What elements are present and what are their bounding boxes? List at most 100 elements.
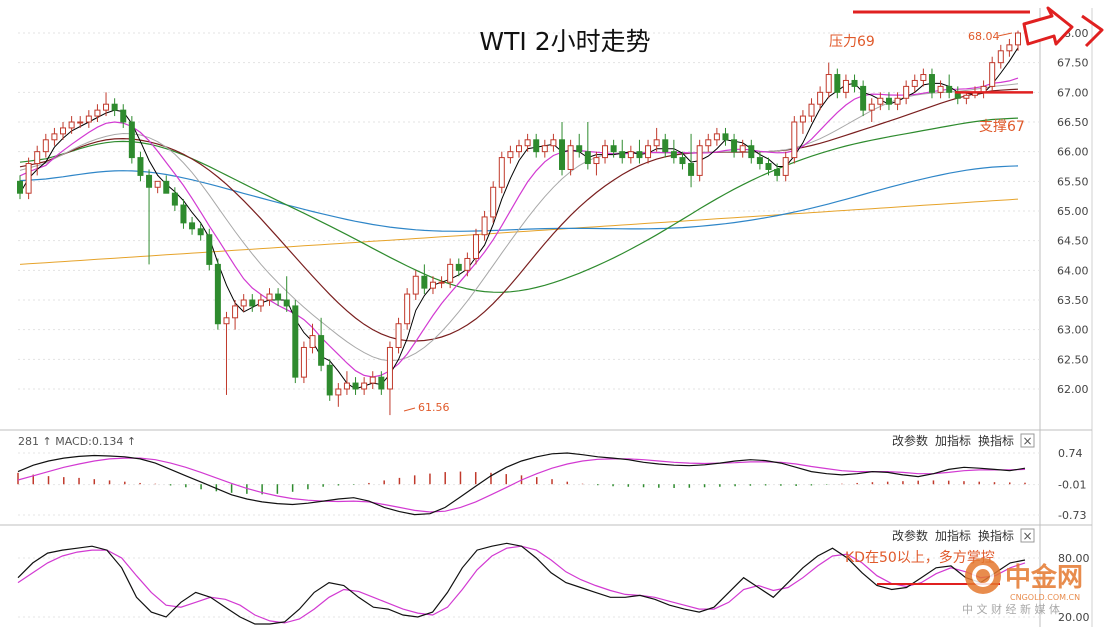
candle-body	[679, 157, 686, 165]
candle-body	[782, 157, 789, 176]
macd-close-button[interactable]: ×	[1020, 433, 1035, 448]
price-tick-label: 65.00	[1057, 205, 1089, 218]
trend-arrow-icon	[1022, 6, 1074, 46]
candle-body	[438, 281, 445, 284]
kd-params-button[interactable]: 改参数	[892, 528, 928, 543]
candle-body	[498, 157, 505, 188]
candle-body	[275, 293, 282, 301]
candle-body	[369, 376, 376, 384]
watermark: 中金网 CNGOLD.COM.CN 中 文 财 经 新 媒 体	[962, 558, 1083, 616]
ma30-line	[19, 88, 1019, 342]
candle-body	[1006, 44, 1013, 52]
candle-body	[997, 50, 1004, 64]
kd-close-button[interactable]: ×	[1020, 528, 1035, 543]
macd-panel: 281 ↑ MACD:0.134 ↑ 0.74 -0.01 -0.73 改参数 加指…	[0, 429, 1092, 525]
candle-body	[731, 139, 738, 153]
candle-body	[507, 151, 514, 159]
main-panel: 68.0067.5067.0066.5066.0065.5065.0064.50…	[17, 6, 1104, 627]
candle-body	[447, 263, 454, 283]
kd-k-line	[17, 542, 1026, 625]
candle-body	[851, 79, 858, 87]
candle-body	[937, 85, 944, 93]
price-tick-label: 67.00	[1057, 86, 1089, 99]
candle-body	[17, 180, 23, 194]
candle-body	[868, 103, 875, 111]
candle-body	[989, 62, 996, 87]
candle-body	[352, 382, 359, 390]
candle-body	[361, 382, 368, 390]
candle-body	[817, 91, 824, 105]
candle-body	[636, 151, 643, 159]
price-tick-label: 67.50	[1057, 57, 1089, 70]
candle-body	[214, 263, 221, 325]
kd-switch-indicator-button[interactable]: 换指标	[978, 528, 1014, 543]
macd-switch-indicator-button[interactable]: 换指标	[978, 433, 1014, 448]
price-tick-label: 63.50	[1057, 294, 1089, 307]
support-label: 支撑67	[979, 119, 1025, 135]
candle-body	[705, 139, 712, 147]
candle-body	[103, 103, 110, 111]
candle-body	[206, 234, 213, 265]
candle-body	[421, 275, 428, 289]
macd-dea-line	[17, 457, 1026, 513]
macd-histogram	[17, 471, 1026, 495]
kd-lines	[17, 542, 1026, 625]
macd-axis: 0.74 -0.01 -0.73	[1058, 447, 1086, 522]
macd-tick-label: -0.73	[1058, 509, 1086, 522]
candle-body	[1015, 32, 1021, 46]
candle-body	[756, 157, 763, 165]
candle-body	[455, 263, 462, 271]
kd-add-indicator-button[interactable]: 加指标	[935, 528, 971, 543]
ma20-line	[19, 83, 1019, 362]
candle-body	[77, 121, 84, 124]
price-grid	[18, 32, 1040, 390]
candle-body	[885, 97, 892, 105]
ma5-line	[19, 47, 1019, 390]
candle-body	[120, 109, 127, 123]
candle-body	[94, 109, 101, 117]
candle-body	[860, 85, 867, 111]
watermark-logo-icon	[965, 558, 1001, 594]
candle-body	[197, 228, 204, 236]
candle-body	[335, 388, 342, 396]
low-price-pointer	[403, 407, 416, 412]
candle-body	[171, 192, 178, 206]
macd-header: 281 ↑ MACD:0.134 ↑	[18, 435, 136, 448]
candle-body	[963, 94, 970, 99]
candle-body	[799, 115, 806, 123]
candle-body	[946, 85, 953, 93]
candle-body	[25, 163, 32, 194]
candle-body	[249, 299, 256, 307]
kd-grid	[18, 557, 1040, 618]
watermark-brand: 中金网	[1005, 562, 1083, 593]
high-price-label: 68.04	[968, 30, 1000, 43]
price-tick-label: 66.50	[1057, 116, 1089, 129]
candle-body	[395, 323, 402, 348]
candle-body	[34, 151, 41, 165]
candle-body	[189, 222, 196, 230]
ma120-line	[19, 165, 1019, 232]
candle-body	[739, 145, 746, 153]
price-tick-label: 63.00	[1057, 324, 1089, 337]
candle-body	[825, 74, 832, 93]
macd-grid	[18, 452, 1040, 516]
candle-body	[593, 157, 600, 165]
macd-add-indicator-button[interactable]: 加指标	[935, 433, 971, 448]
candle-body	[774, 168, 781, 176]
candle-body	[877, 97, 884, 105]
candle-body	[472, 234, 479, 259]
candle-body	[748, 145, 755, 159]
kd-annotation: KD在50以上，多方掌控	[845, 549, 995, 566]
candle-body	[283, 299, 290, 307]
candle-body	[257, 299, 264, 307]
macd-close-icon: ×	[1022, 434, 1032, 448]
price-tick-label: 64.50	[1057, 235, 1089, 248]
candle-body	[920, 74, 927, 81]
kd-tick-label: 20.00	[1058, 611, 1090, 624]
candle-body	[791, 121, 798, 159]
candle-body	[662, 139, 669, 153]
candle-body	[386, 346, 393, 390]
candle-body	[610, 145, 617, 153]
macd-params-button[interactable]: 改参数	[892, 433, 928, 448]
